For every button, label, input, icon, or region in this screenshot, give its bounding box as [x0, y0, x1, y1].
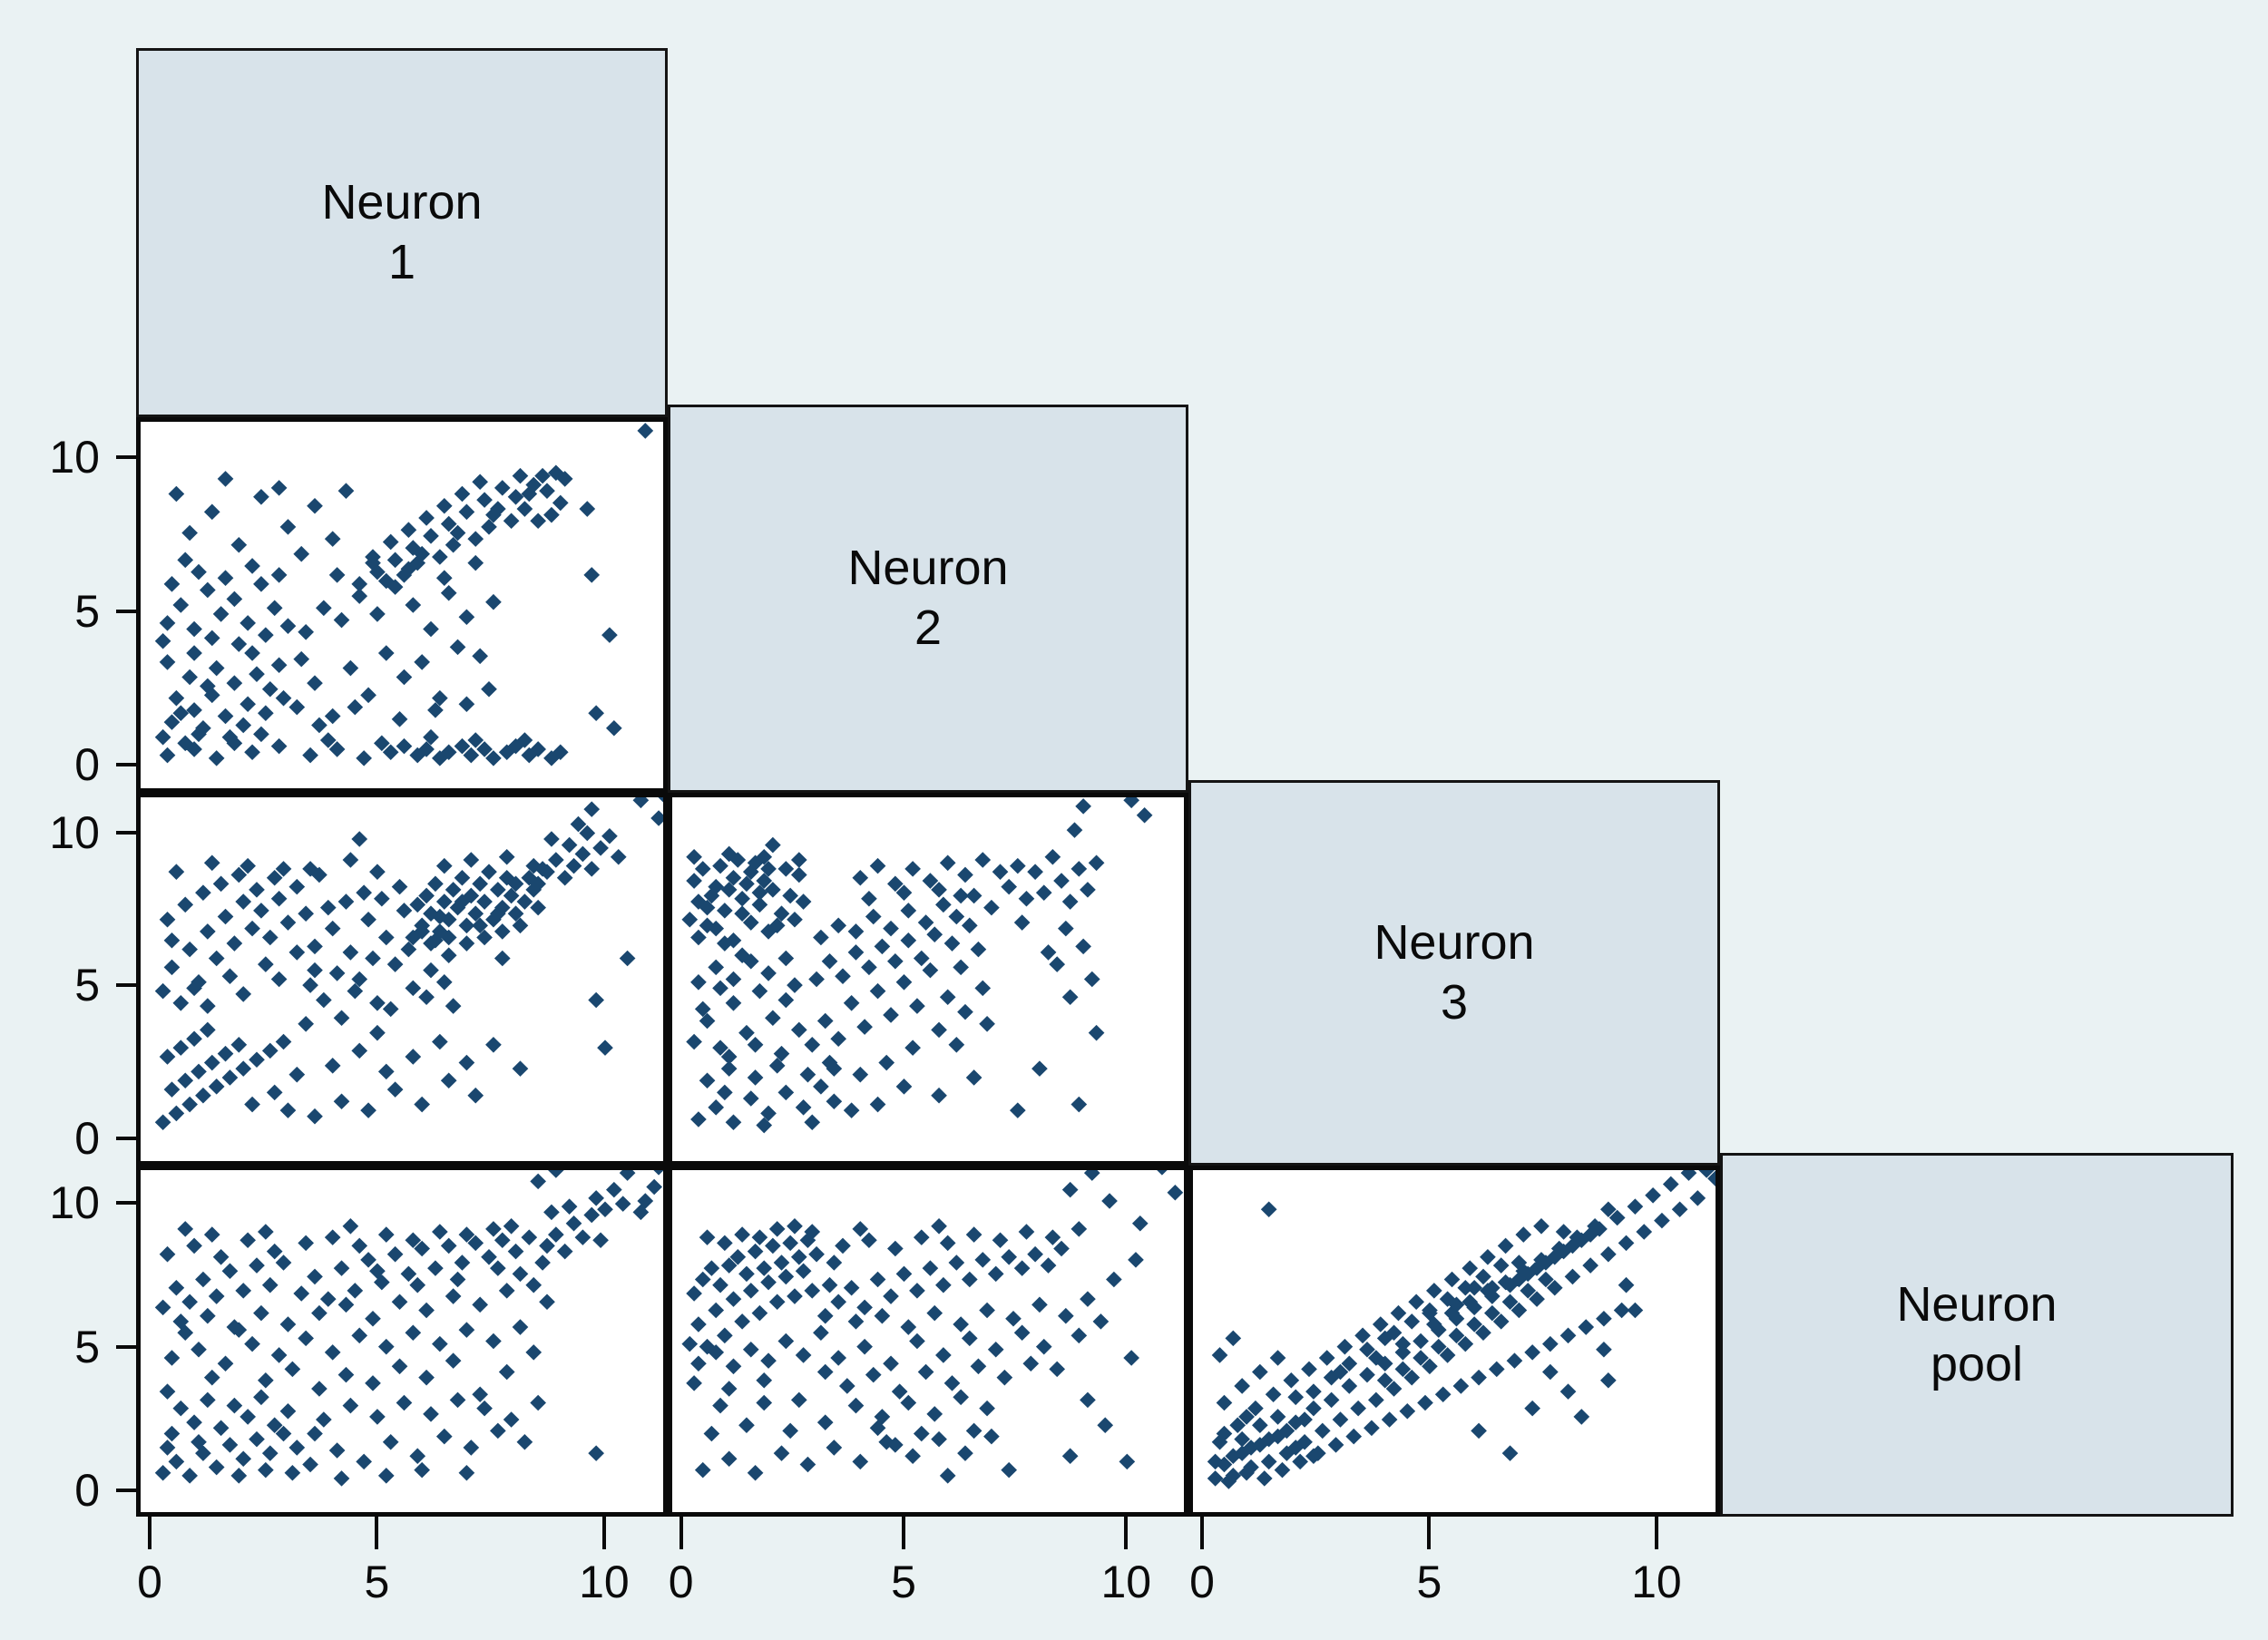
y-tick-mark — [116, 1201, 136, 1206]
x-tick-mark — [1200, 1517, 1205, 1549]
diagonal-cell-neuron-2: Neuron 2 — [668, 405, 1188, 793]
scatter-panel-neuron-3-vs-neuron-1 — [136, 793, 668, 1166]
x-tick-label: 5 — [1416, 1557, 1442, 1607]
y-tick-label: 0 — [74, 1465, 100, 1517]
diagonal-cell-neuron-3: Neuron 3 — [1188, 780, 1720, 1166]
y-tick-mark — [116, 830, 136, 835]
scatter-panel-neuron-2-vs-neuron-1 — [136, 417, 668, 793]
x-tick-label: 5 — [891, 1557, 916, 1607]
x-tick-label: 10 — [1631, 1557, 1682, 1607]
x-tick-label: 0 — [1189, 1557, 1215, 1607]
diamond-marker-cloud — [154, 797, 663, 1131]
y-tick-label: 10 — [49, 432, 100, 483]
scatter-points-layer — [154, 1170, 663, 1487]
y-tick-label: 5 — [74, 960, 100, 1011]
x-tick-label: 0 — [137, 1557, 162, 1607]
diamond-marker-cloud — [1207, 1170, 1716, 1489]
scatter-panel-neuron-pool-vs-neuron-1 — [136, 1166, 668, 1517]
diamond-marker-cloud — [154, 423, 654, 766]
x-tick-label: 10 — [579, 1557, 630, 1607]
y-tick-mark — [116, 609, 136, 613]
scatter-points-layer — [154, 423, 654, 766]
scatter-panel-neuron-3-vs-neuron-2 — [668, 793, 1188, 1166]
x-tick-label: 0 — [668, 1557, 694, 1607]
y-tick-mark — [116, 983, 136, 988]
x-tick-mark — [679, 1517, 683, 1549]
y-tick-label: 0 — [74, 1112, 100, 1164]
y-tick-mark — [116, 455, 136, 460]
scatter-points-layer — [681, 1170, 1184, 1484]
x-tick-mark — [601, 1517, 606, 1549]
diagonal-cell-neuron-pool: Neuron pool — [1720, 1153, 2234, 1517]
y-tick-mark — [116, 1489, 136, 1493]
x-tick-mark — [902, 1517, 906, 1549]
y-tick-mark — [116, 1136, 136, 1140]
diagonal-label-line: 1 — [387, 234, 416, 289]
diamond-marker-cloud — [154, 1170, 663, 1487]
y-tick-mark — [116, 763, 136, 767]
scatter-panel-neuron-pool-vs-neuron-3 — [1188, 1166, 1720, 1517]
diagonal-label-line: pool — [1930, 1336, 2024, 1391]
diamond-marker-cloud — [681, 1170, 1184, 1484]
x-tick-label: 10 — [1100, 1557, 1152, 1607]
scatter-points-layer — [681, 797, 1153, 1134]
diagonal-label-line: 2 — [914, 600, 943, 655]
y-tick-label: 5 — [74, 1321, 100, 1372]
x-tick-mark — [1654, 1517, 1658, 1549]
diagonal-cell-neuron-1: Neuron 1 — [136, 48, 668, 417]
y-tick-label: 10 — [49, 806, 100, 858]
y-tick-label: 0 — [74, 739, 100, 791]
x-tick-mark — [148, 1517, 152, 1549]
y-tick-mark — [116, 1344, 136, 1349]
scatter-panel-neuron-pool-vs-neuron-2 — [668, 1166, 1188, 1517]
diagonal-label-line: 3 — [1440, 974, 1469, 1030]
x-tick-mark — [375, 1517, 379, 1549]
x-tick-label: 5 — [364, 1557, 390, 1607]
diamond-marker-cloud — [681, 797, 1153, 1134]
diagonal-label-line: Neuron — [1374, 914, 1535, 970]
diagonal-label-line: Neuron — [1896, 1276, 2058, 1332]
x-tick-mark — [1124, 1517, 1129, 1549]
scatter-points-layer — [1207, 1170, 1716, 1489]
y-tick-label: 5 — [74, 585, 100, 637]
y-tick-label: 10 — [49, 1177, 100, 1229]
diagonal-label-line: Neuron — [847, 541, 1009, 596]
scatter-points-layer — [154, 797, 663, 1131]
x-tick-mark — [1427, 1517, 1432, 1549]
diagonal-label-line: Neuron — [321, 174, 483, 229]
